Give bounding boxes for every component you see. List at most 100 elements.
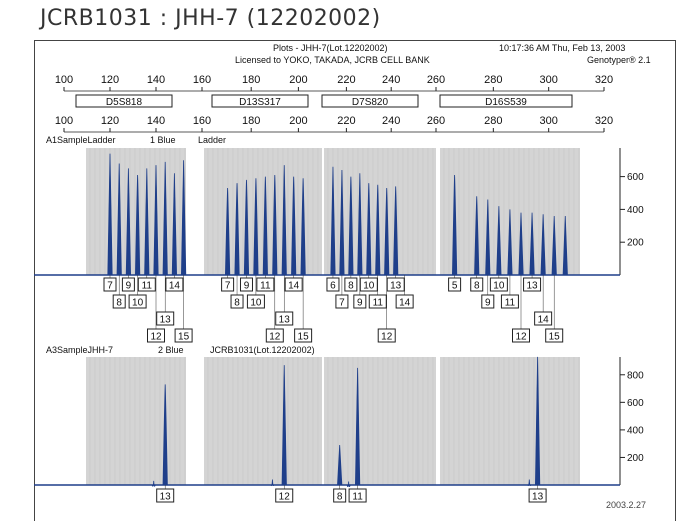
allele-call-label: 11 [142,281,153,292]
top-size-axis: 100 120 140 160 180 200 220 240 260 280 300 320 100 1… [55,74,613,133]
y-tick-label: 800 [627,370,644,381]
tick-label: 160 [193,115,211,127]
allele-call-box [156,311,175,326]
allele-call-box [239,277,253,292]
y-tick-label: 400 [627,205,644,216]
allele-call-label: 10 [363,281,375,292]
peak [375,184,381,276]
allele-call-box [500,294,519,309]
tick-label: 280 [484,115,502,127]
allele-call-box [265,328,284,343]
allele-call-box [165,277,184,292]
panel-lot-label: Ladder [198,135,226,145]
allele-call-label: 14 [399,298,411,309]
peak [346,481,351,488]
y-tick-label: 200 [627,453,644,464]
y-tick-label: 200 [627,238,644,249]
tick-label: 200 [289,115,307,127]
peak [281,365,287,486]
peak [134,174,141,276]
allele-call-label: 11 [260,281,271,292]
tick-label: 240 [382,115,400,127]
allele-call-box [128,294,147,309]
peak [366,183,372,276]
allele-call-label: 10 [250,298,262,309]
allele-call-label: 15 [549,332,561,343]
allele-call-label: 14 [169,281,181,292]
peak [529,212,535,276]
tick-label: 100 [55,74,73,86]
allele-call-box [368,294,387,309]
date-stamp: 2003.2.27 [606,500,647,510]
allele-call-label: 12 [381,332,393,343]
peak [171,173,178,276]
tick-label: 160 [193,74,211,86]
allele-call-label: 15 [298,332,310,343]
marker-label: D13S317 [239,97,281,108]
allele-call-label: 12 [279,492,291,503]
allele-call-label: 14 [538,315,550,326]
peak [272,174,278,276]
tick-label: 260 [427,115,445,127]
plot-frame: Plots - JHH-7(Lot.12202002) Licensed to … [34,40,676,521]
marker-label: D7S820 [352,97,389,108]
peak [116,163,122,276]
tick-label: 120 [101,115,119,127]
allele-call-box [294,328,313,343]
plots-label: Plots - JHH-7(Lot.12202002) [273,43,388,53]
peak [180,160,187,276]
allele-call-label: 12 [515,332,527,343]
allele-call-label: 8 [348,281,354,292]
tick-label: 320 [595,74,613,86]
peak [348,176,354,276]
allele-call-label: 10 [132,298,144,309]
allele-call-label: 13 [390,281,402,292]
allele-call-box [137,277,156,292]
allele-call-label: 12 [150,332,162,343]
peak [357,173,363,276]
allele-call-label: 13 [160,492,172,503]
tick-label: 180 [242,115,260,127]
allele-call-box [147,328,165,343]
peak [291,176,297,276]
allele-call-box [230,294,244,309]
tick-label: 180 [242,74,260,86]
peak [107,153,113,276]
allele-call-box [174,328,193,343]
peak [270,479,275,486]
allele-call-label: 12 [269,332,281,343]
allele-call-label: 14 [288,281,300,292]
allele-call-box [512,328,530,343]
peak [485,199,491,276]
allele-call-label: 11 [373,298,384,309]
allele-call-box [534,311,553,326]
tick-label: 220 [337,74,355,86]
shaded-band [324,357,436,485]
allele-call-label: 15 [178,332,190,343]
allele-call-box [246,294,265,309]
panel-sample-label: A1SampleLadder [46,135,116,145]
allele-call-label: 7 [339,298,345,309]
peak [527,479,532,486]
panel-lot-label: JCRB1031(Lot.12202002) [210,345,315,355]
tick-label: 300 [539,115,557,127]
shaded-band [440,357,580,485]
peak [540,214,546,276]
y-tick-label: 400 [627,425,644,436]
allele-call-box [386,277,405,292]
allele-call-box [112,294,126,309]
panel-ladder: A1SampleLadder 1 Blue Ladder20040060078910… [34,135,644,343]
tick-label: 260 [427,74,445,86]
allele-call-box [528,488,547,503]
tick-label: 300 [539,74,557,86]
allele-call-box [470,277,484,292]
panel-sample-label: A3SampleJHH-7 [46,345,113,355]
allele-call-label: 8 [234,298,240,309]
tick-label: 320 [595,115,613,127]
allele-call-box [275,311,294,326]
allele-call-box [353,294,367,309]
peak [330,166,336,276]
marker-box [211,94,309,108]
peak [153,165,159,276]
allele-call-box [545,328,564,343]
